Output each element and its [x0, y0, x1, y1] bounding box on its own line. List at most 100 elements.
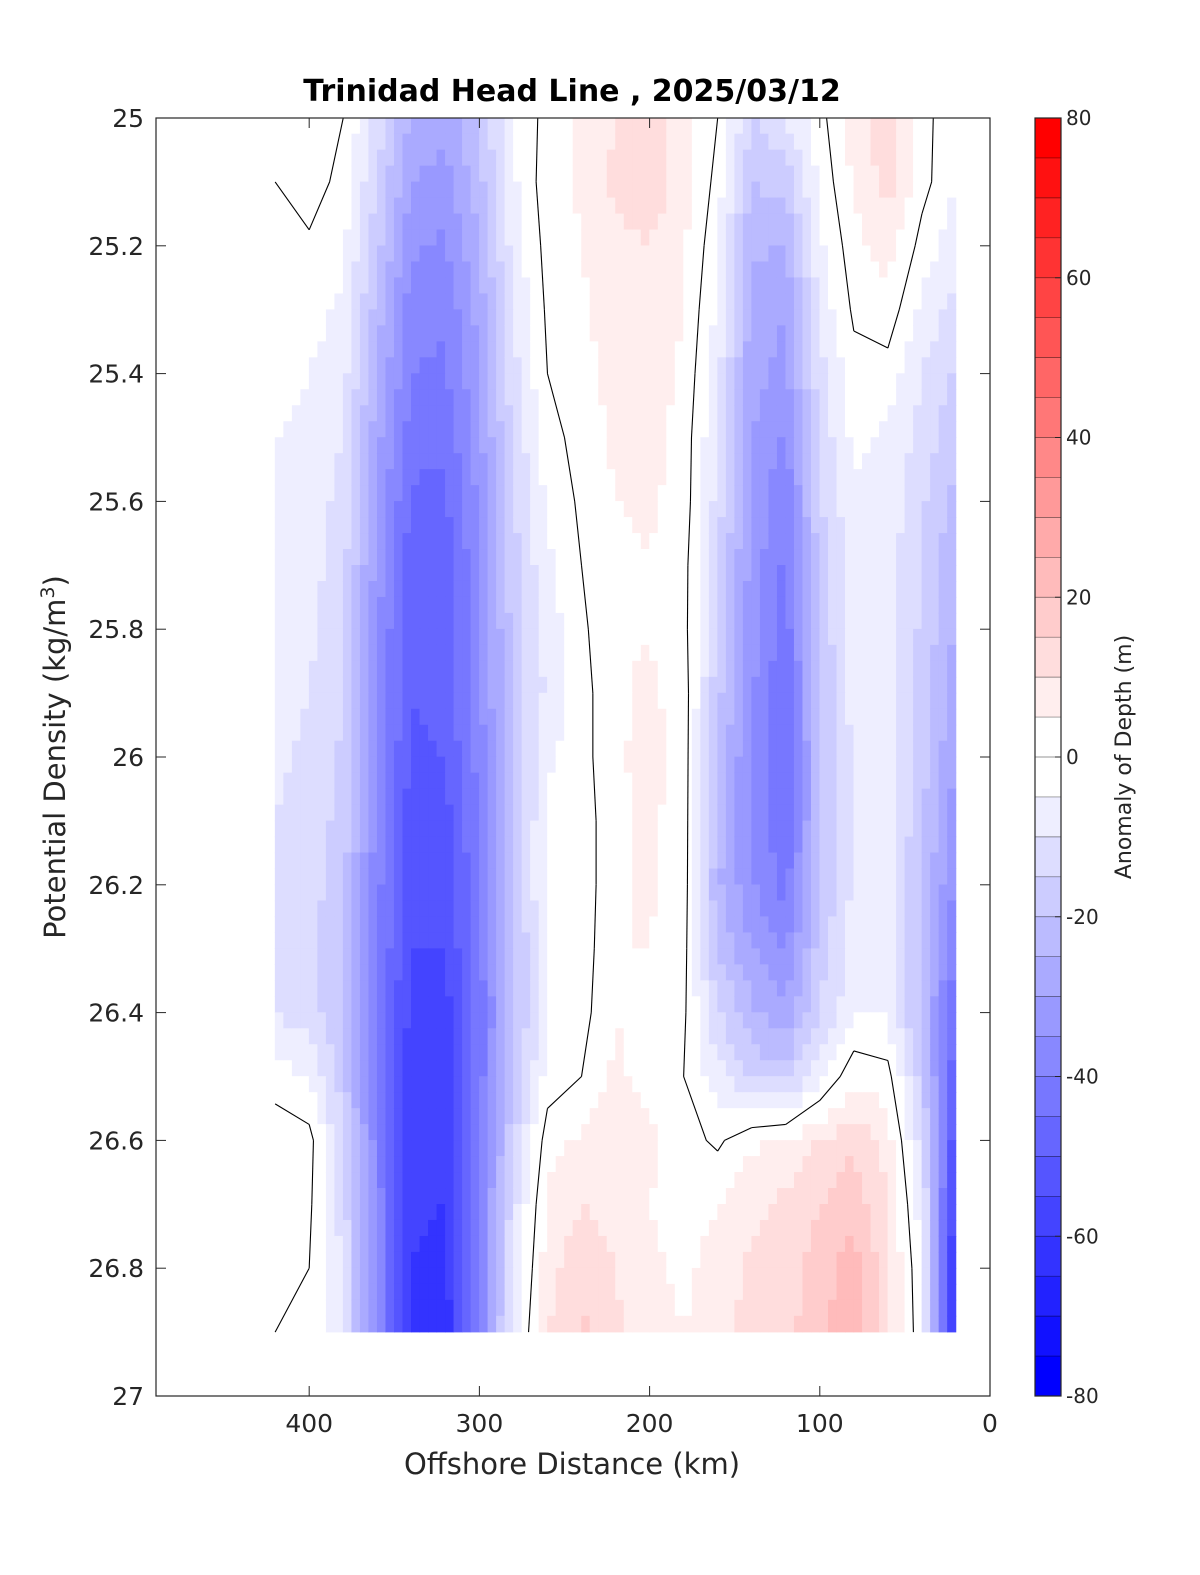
heatmap-cell: [785, 213, 795, 231]
heatmap-cell: [649, 740, 659, 758]
heatmap-cell: [768, 1012, 778, 1029]
heatmap-cell: [317, 421, 327, 438]
heatmap-cell: [351, 133, 361, 151]
heatmap-cell: [470, 996, 480, 1013]
heatmap-cell: [640, 660, 650, 678]
heatmap-cell: [666, 644, 676, 662]
heatmap-cell: [504, 309, 514, 326]
heatmap-cell: [274, 676, 284, 694]
heatmap-cell: [411, 692, 421, 710]
heatmap-cell: [325, 293, 336, 310]
heatmap-cell: [445, 996, 455, 1013]
heatmap-cell: [462, 309, 472, 326]
heatmap-cell: [521, 708, 531, 726]
heatmap-cell: [538, 485, 548, 502]
heatmap-cell: [819, 373, 829, 390]
heatmap-cell: [725, 852, 735, 870]
heatmap-cell: [810, 676, 821, 694]
heatmap-cell: [504, 261, 514, 279]
heatmap-cell: [776, 932, 787, 949]
heatmap-cell: [751, 948, 761, 965]
heatmap-cell: [300, 1108, 310, 1125]
heatmap-cell: [657, 421, 667, 438]
heatmap-cell: [674, 1124, 684, 1141]
heatmap-cell: [845, 229, 855, 247]
heatmap-cell: [887, 660, 897, 678]
heatmap-cell: [802, 309, 812, 326]
heatmap-cell: [487, 676, 497, 694]
heatmap-cell: [274, 916, 284, 934]
heatmap-cell: [836, 628, 846, 646]
heatmap-cell: [887, 852, 897, 870]
heatmap-cell: [291, 549, 301, 566]
heatmap-cell: [700, 612, 710, 630]
heatmap-cell: [479, 612, 489, 630]
heatmap-cell: [334, 549, 344, 566]
heatmap-cell: [351, 213, 361, 231]
heatmap-cell: [751, 724, 761, 742]
heatmap-cell: [640, 932, 650, 949]
heatmap-cell: [666, 1044, 676, 1061]
heatmap-cell: [904, 868, 914, 886]
heatmap-cell: [819, 900, 829, 918]
heatmap-cell: [530, 628, 540, 646]
heatmap-cell: [436, 996, 446, 1013]
heatmap-cell: [657, 501, 667, 518]
heatmap-cell: [393, 1012, 404, 1029]
heatmap-cell: [564, 405, 574, 422]
heatmap-cell: [683, 1092, 693, 1109]
heatmap-cell: [913, 1012, 923, 1029]
heatmap-cell: [845, 1028, 855, 1045]
heatmap-cell: [504, 501, 514, 518]
heatmap-cell: [870, 341, 880, 358]
heatmap-cell: [759, 740, 770, 758]
heatmap-cell: [615, 932, 625, 949]
heatmap-cell: [351, 245, 361, 263]
heatmap-cell: [717, 197, 727, 215]
heatmap-cell: [828, 485, 838, 502]
heatmap-cell: [342, 389, 353, 406]
heatmap-cell: [870, 948, 880, 965]
heatmap-cell: [470, 948, 480, 965]
heatmap-cell: [725, 628, 735, 646]
heatmap-cell: [274, 405, 284, 422]
heatmap-cell: [555, 996, 565, 1013]
heatmap-cell: [385, 501, 395, 518]
heatmap-cell: [487, 341, 497, 358]
heatmap-cell: [879, 724, 889, 742]
heatmap-cell: [742, 740, 753, 758]
heatmap-cell: [887, 245, 897, 263]
heatmap-cell: [598, 692, 608, 710]
heatmap-cell: [393, 996, 404, 1013]
heatmap-cell: [385, 692, 395, 710]
heatmap-cell: [632, 740, 642, 758]
heatmap-cell: [828, 421, 838, 438]
heatmap-cell: [657, 756, 667, 774]
heatmap-cell: [725, 884, 735, 902]
heatmap-cell: [657, 405, 667, 422]
heatmap-cell: [359, 437, 370, 454]
heatmap-cell: [683, 405, 693, 422]
heatmap-cell: [768, 533, 778, 550]
heatmap-cell: [428, 357, 438, 374]
heatmap-cell: [547, 660, 557, 678]
heatmap-cell: [623, 453, 633, 470]
heatmap-cell: [581, 517, 591, 534]
heatmap-cell: [308, 1108, 318, 1125]
heatmap-cell: [445, 836, 455, 854]
heatmap-cell: [810, 117, 821, 135]
heatmap-cell: [606, 229, 616, 247]
heatmap-cell: [334, 660, 344, 678]
heatmap-cell: [683, 1012, 693, 1029]
heatmap-cell: [921, 868, 931, 886]
heatmap-cell: [802, 1060, 812, 1077]
heatmap-cell: [300, 980, 310, 997]
heatmap-cell: [887, 309, 897, 326]
heatmap-cell: [368, 149, 378, 167]
heatmap-cell: [708, 612, 718, 630]
heatmap-cell: [640, 229, 650, 247]
heatmap-cell: [436, 165, 446, 183]
heatmap-cell: [521, 580, 531, 598]
heatmap-cell: [436, 612, 446, 630]
heatmap-cell: [742, 644, 753, 662]
